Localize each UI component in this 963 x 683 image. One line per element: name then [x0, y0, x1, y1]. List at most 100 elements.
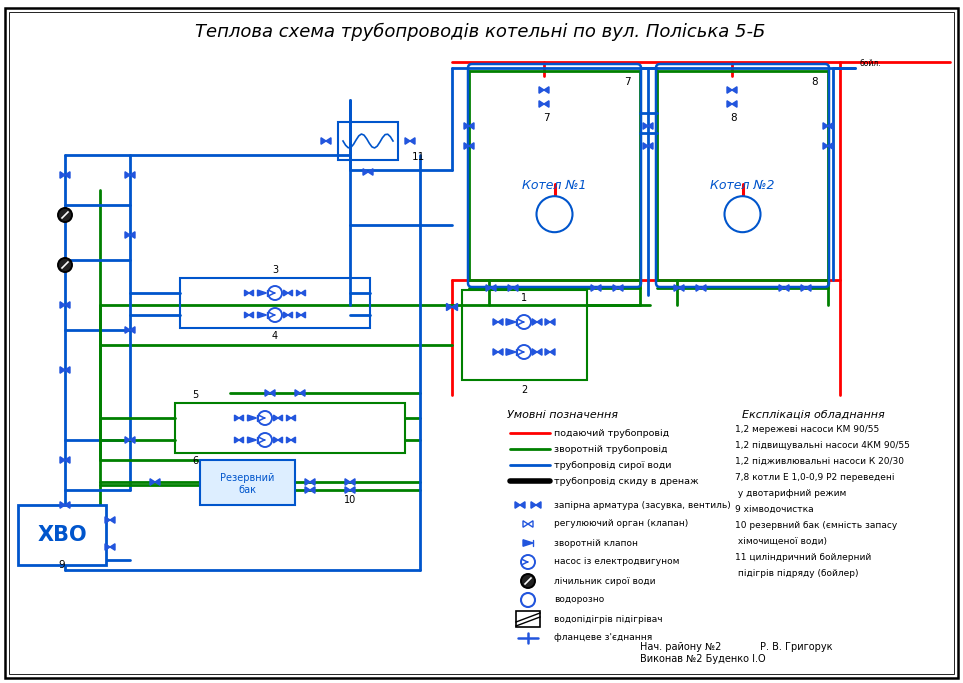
Polygon shape: [287, 437, 291, 443]
Polygon shape: [532, 349, 537, 355]
Polygon shape: [345, 479, 350, 485]
Text: 11 циліндричний бойлерний: 11 циліндричний бойлерний: [735, 553, 872, 561]
Polygon shape: [469, 143, 474, 150]
Polygon shape: [801, 285, 806, 291]
Text: ХВО: ХВО: [38, 525, 87, 545]
Polygon shape: [245, 290, 249, 296]
Text: 1,2 мережеві насоси КМ 90/55: 1,2 мережеві насоси КМ 90/55: [735, 425, 879, 434]
Polygon shape: [618, 285, 623, 291]
Polygon shape: [125, 326, 130, 333]
Polygon shape: [506, 319, 516, 325]
Polygon shape: [130, 232, 135, 238]
Text: 10: 10: [344, 495, 356, 505]
Polygon shape: [545, 319, 550, 325]
Polygon shape: [60, 302, 65, 308]
Bar: [462, 290, 587, 380]
Circle shape: [536, 196, 572, 232]
Text: 7,8 котли Е 1,0-0,9 Р2 переведені: 7,8 котли Е 1,0-0,9 Р2 переведені: [735, 473, 895, 482]
Polygon shape: [539, 101, 544, 107]
Polygon shape: [350, 479, 355, 485]
Text: підігрів підряду (бойлер): підігрів підряду (бойлер): [735, 568, 858, 578]
Text: Котел №1: Котел №1: [522, 179, 586, 192]
Polygon shape: [130, 326, 135, 333]
Polygon shape: [648, 123, 653, 129]
Circle shape: [517, 345, 531, 359]
Text: Котел №2: Котел №2: [711, 179, 775, 192]
Polygon shape: [130, 436, 135, 443]
Polygon shape: [130, 171, 135, 178]
Polygon shape: [247, 415, 256, 421]
Polygon shape: [249, 290, 253, 296]
Text: 1,2 підвищувальні насоси 4КМ 90/55: 1,2 підвищувальні насоси 4КМ 90/55: [735, 441, 910, 449]
Text: Теплова схема трубопроводів котельні по вул. Поліська 5-Б: Теплова схема трубопроводів котельні по …: [195, 23, 766, 41]
Polygon shape: [828, 123, 833, 129]
Text: Експлікація обладнання: Експлікація обладнання: [742, 410, 885, 420]
Polygon shape: [345, 487, 350, 493]
Polygon shape: [65, 502, 70, 508]
Circle shape: [258, 433, 272, 447]
Polygon shape: [469, 123, 474, 129]
Polygon shape: [779, 285, 784, 291]
Bar: [200, 460, 295, 505]
Polygon shape: [273, 437, 278, 443]
Polygon shape: [288, 312, 293, 318]
Text: Нач. району №2: Нач. району №2: [640, 642, 721, 652]
Polygon shape: [265, 390, 270, 396]
Text: 1: 1: [521, 293, 528, 303]
Polygon shape: [806, 285, 811, 291]
Polygon shape: [727, 101, 732, 107]
Bar: [180, 278, 370, 328]
Polygon shape: [291, 437, 296, 443]
Polygon shape: [823, 143, 828, 150]
Polygon shape: [523, 540, 533, 546]
Polygon shape: [823, 123, 828, 129]
Polygon shape: [65, 171, 70, 178]
Polygon shape: [550, 319, 555, 325]
Polygon shape: [486, 285, 491, 291]
Polygon shape: [278, 437, 282, 443]
Polygon shape: [363, 169, 368, 176]
Polygon shape: [550, 349, 555, 355]
Text: водорозно: водорозно: [554, 596, 604, 604]
Polygon shape: [60, 171, 65, 178]
Polygon shape: [523, 520, 528, 527]
Circle shape: [724, 196, 761, 232]
Polygon shape: [60, 502, 65, 508]
Polygon shape: [305, 479, 310, 485]
Polygon shape: [283, 312, 288, 318]
Text: трубопровід скиду в дренаж: трубопровід скиду в дренаж: [554, 477, 698, 486]
Polygon shape: [305, 487, 310, 493]
Polygon shape: [257, 312, 267, 318]
Polygon shape: [528, 520, 533, 527]
Polygon shape: [405, 138, 410, 144]
Circle shape: [268, 308, 282, 322]
Text: лічильник сирої води: лічильник сирої води: [554, 576, 656, 585]
Polygon shape: [295, 390, 300, 396]
Polygon shape: [297, 312, 301, 318]
Text: зворотній трубопровід: зворотній трубопровід: [554, 445, 667, 454]
Polygon shape: [828, 143, 833, 150]
Text: трубопровід сирої води: трубопровід сирої води: [554, 460, 671, 469]
Text: 7: 7: [624, 77, 631, 87]
Polygon shape: [60, 457, 65, 463]
Polygon shape: [247, 437, 256, 443]
Bar: [338, 122, 398, 160]
Bar: [516, 611, 540, 627]
Polygon shape: [464, 123, 469, 129]
Polygon shape: [447, 303, 452, 311]
Text: хімочищеної води): хімочищеної води): [735, 537, 827, 546]
Text: Резервний: Резервний: [221, 473, 274, 483]
Polygon shape: [539, 87, 544, 94]
Polygon shape: [732, 87, 737, 94]
Polygon shape: [544, 87, 549, 94]
Polygon shape: [520, 502, 525, 508]
Polygon shape: [310, 487, 315, 493]
Circle shape: [258, 411, 272, 425]
Polygon shape: [508, 285, 513, 291]
Polygon shape: [125, 171, 130, 178]
Polygon shape: [491, 285, 496, 291]
Polygon shape: [287, 415, 291, 421]
Polygon shape: [310, 479, 315, 485]
Polygon shape: [273, 415, 278, 421]
Polygon shape: [249, 312, 253, 318]
